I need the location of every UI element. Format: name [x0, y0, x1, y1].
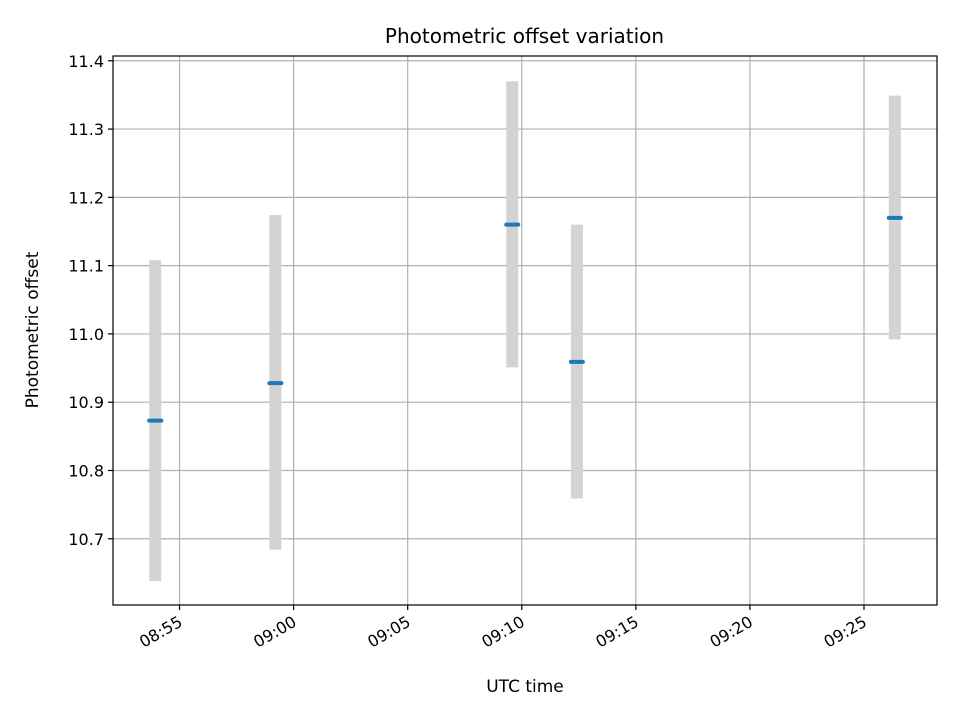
- x-tick-label: 09:05: [364, 612, 413, 652]
- x-tick-label: 08:55: [136, 612, 185, 652]
- x-tick-label: 09:20: [706, 612, 755, 652]
- y-tick-label: 11.0: [68, 325, 104, 344]
- errorbars: [149, 81, 901, 582]
- x-tick-label: 09:00: [250, 612, 299, 652]
- y-tick-label: 10.8: [68, 461, 104, 480]
- y-axis: 10.7 10.8 10.9 11.0 11.1 11.2 11.3 11.4: [68, 52, 113, 549]
- chart-title: Photometric offset variation: [385, 24, 664, 48]
- y-tick-label: 10.7: [68, 530, 104, 549]
- x-tick-label: 09:10: [478, 612, 527, 652]
- y-tick-label: 11.1: [68, 257, 104, 276]
- y-tick-label: 11.3: [68, 120, 104, 139]
- y-axis-label: Photometric offset: [23, 251, 43, 408]
- y-tick-label: 11.2: [68, 188, 104, 207]
- x-tick-label: 09:25: [821, 612, 870, 652]
- y-tick-label: 10.9: [68, 393, 104, 412]
- plot-frame: [112, 55, 938, 606]
- x-tick-label: 09:15: [592, 612, 641, 652]
- grid: [113, 56, 937, 605]
- x-axis-label: UTC time: [486, 677, 564, 697]
- x-axis: 08:55 09:00 09:05 09:10 09:15 09:20 09:25: [136, 605, 870, 652]
- y-tick-label: 11.4: [68, 52, 104, 71]
- data-points: [147, 215, 903, 423]
